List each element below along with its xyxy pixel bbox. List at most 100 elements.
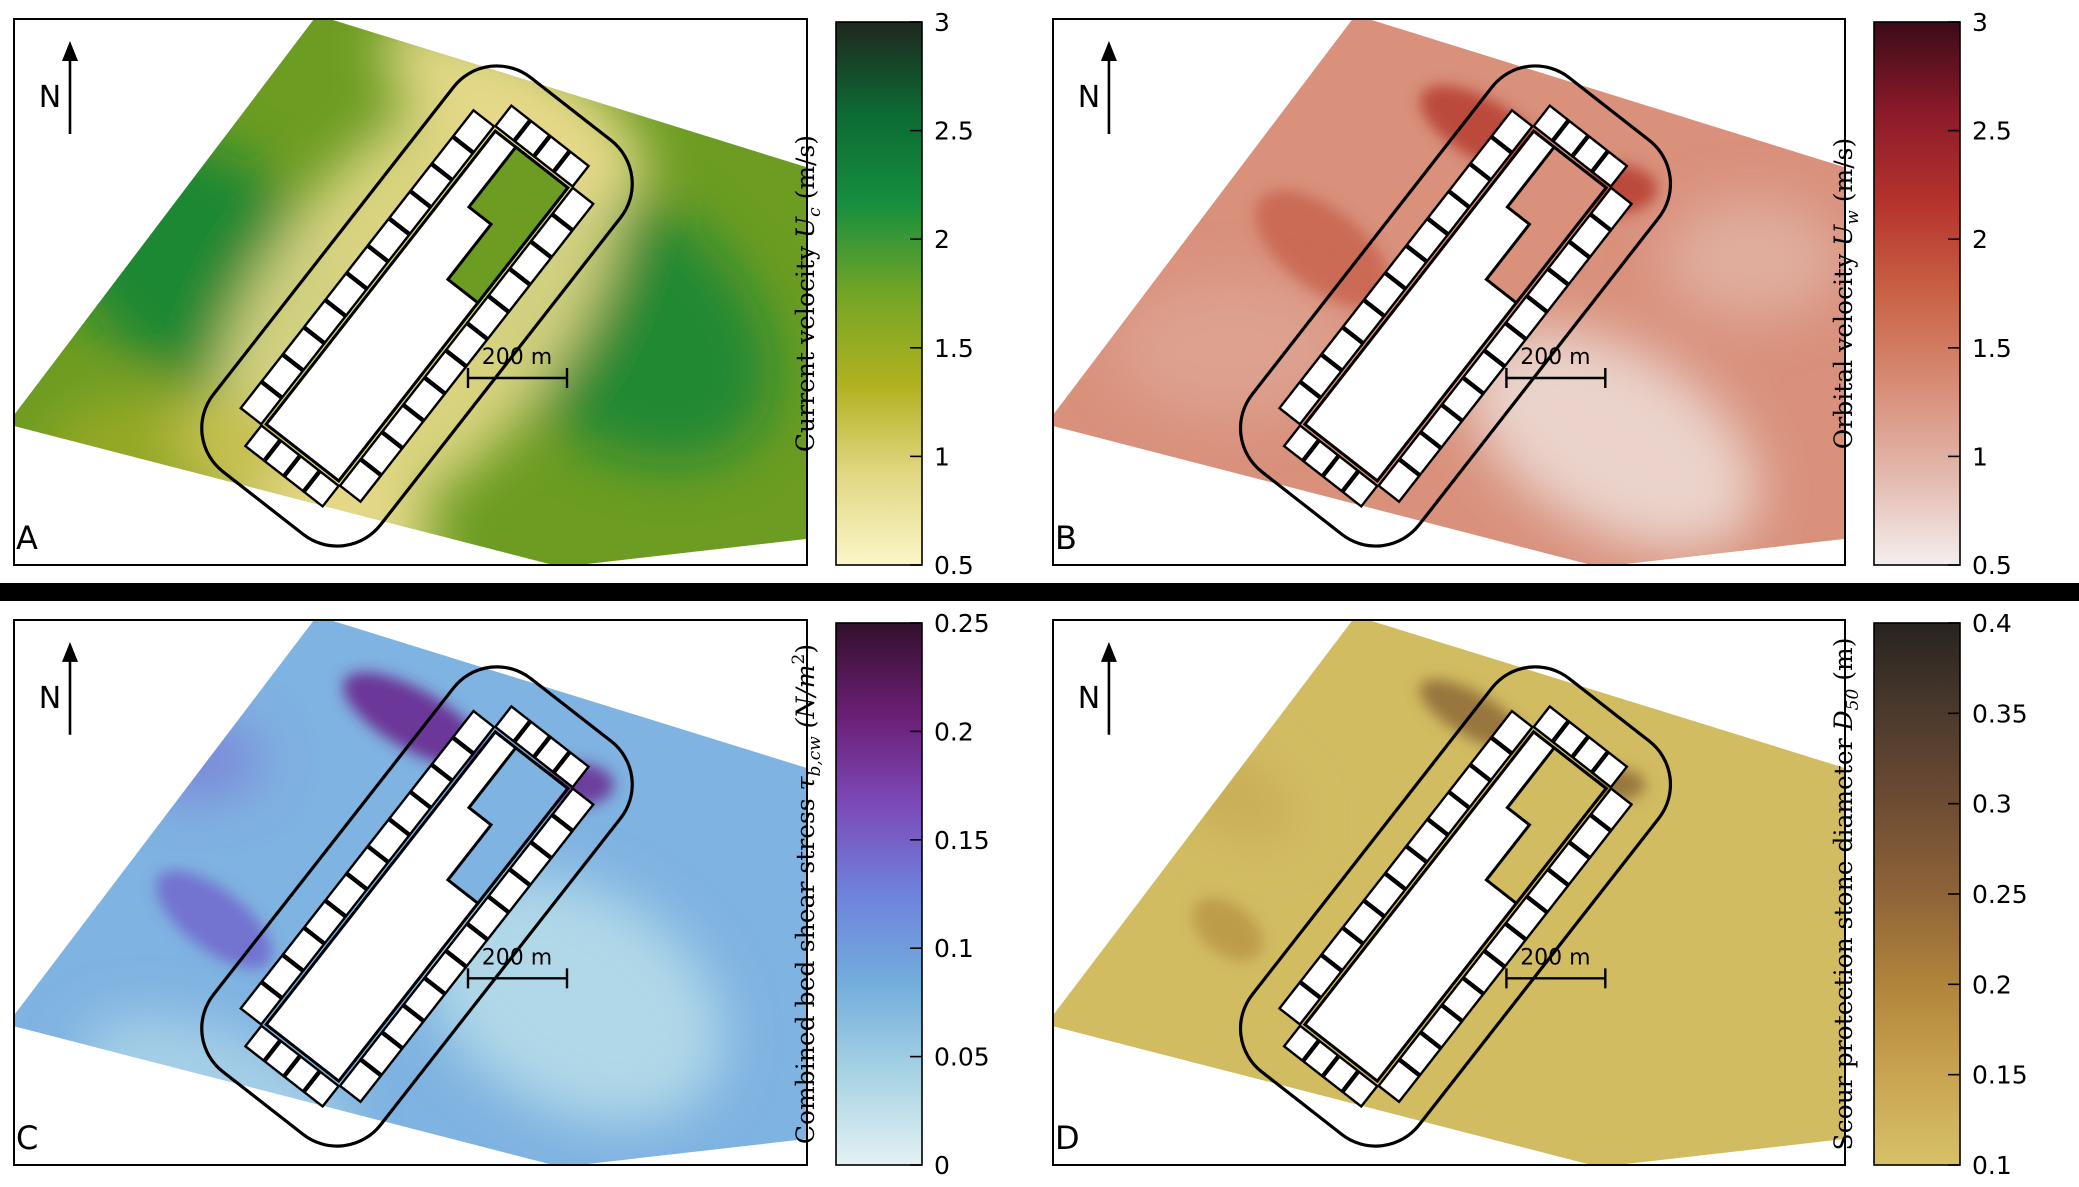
- panel-separator-bar: [0, 583, 2079, 601]
- field-high-zone: [155, 870, 273, 969]
- caisson: [260, 953, 305, 999]
- caisson: [1320, 326, 1365, 372]
- caisson: [1440, 977, 1485, 1023]
- harbour-basin: [1484, 745, 1609, 906]
- caisson: [1591, 150, 1629, 189]
- scour-protection-contour: [1238, 64, 1673, 548]
- scour-protection-contour: [200, 665, 634, 1148]
- caisson: [324, 872, 369, 918]
- caisson: [345, 244, 390, 290]
- caisson: [1419, 1004, 1464, 1050]
- colorbar-tick-label: 0.2: [1972, 970, 2012, 999]
- colorbar-tick-label: 0.25: [1972, 880, 2028, 909]
- colorbar-tick-label: 0.3: [1972, 790, 2012, 819]
- caisson: [1447, 763, 1492, 809]
- caisson: [380, 403, 425, 449]
- scale-bar: 200 m: [1505, 945, 1607, 989]
- harbour-basin: [1484, 145, 1609, 305]
- colorbar-tick-label: 3: [934, 8, 950, 37]
- caisson: [263, 1039, 301, 1078]
- panel-letter: B: [1055, 519, 1077, 557]
- colorbar-title: Orbital velocity Uw (m/s): [1829, 138, 1863, 449]
- caisson: [1282, 1024, 1320, 1063]
- field-low-zone: [1112, 279, 1353, 419]
- caisson: [1525, 868, 1570, 914]
- caisson: [1405, 217, 1450, 263]
- caisson: [430, 135, 475, 181]
- caisson: [1591, 750, 1629, 789]
- panel-frame: [1052, 18, 1846, 566]
- caisson: [1405, 818, 1450, 864]
- colorbar-b: 0.5 1 1.5 2 2.5 3: [1873, 8, 2012, 580]
- caisson: [1376, 458, 1421, 504]
- caisson: [239, 981, 283, 1027]
- caisson: [1461, 949, 1506, 995]
- caisson: [1461, 349, 1506, 395]
- caisson: [302, 299, 347, 345]
- caisson: [1398, 1031, 1443, 1077]
- colorbar-title: Current velocity Uc (m/s): [791, 135, 825, 452]
- caisson: [1362, 271, 1407, 317]
- field-low-zone: [1662, 199, 1843, 319]
- scour-protection-contour: [200, 64, 634, 548]
- caisson: [529, 814, 574, 859]
- colorbar-tick-label: 0.2: [934, 717, 974, 746]
- caisson: [380, 1004, 425, 1050]
- scale-bar-label: 200 m: [1520, 345, 1590, 370]
- scale-bar: 200 m: [1505, 345, 1607, 388]
- caisson: [1321, 454, 1360, 493]
- panel-content: N 200 m B: [1052, 18, 1846, 566]
- scour-protection-contour: [1238, 665, 1673, 1148]
- island-structure: [200, 665, 634, 1148]
- colorbar-gradient: [835, 622, 923, 1166]
- caisson: [1341, 1070, 1379, 1109]
- colorbar-tick-label: 0.5: [934, 551, 974, 580]
- caisson: [551, 186, 595, 232]
- north-arrow: N: [39, 641, 78, 735]
- panel-letter: C: [16, 1119, 38, 1157]
- caisson: [1277, 981, 1322, 1027]
- caisson: [283, 1054, 321, 1093]
- panel-frame: [1052, 619, 1846, 1166]
- caisson: [1532, 704, 1570, 743]
- caisson: [1383, 244, 1428, 290]
- north-arrow-head: [1100, 41, 1117, 61]
- caisson: [281, 926, 326, 972]
- caisson: [263, 439, 301, 478]
- colorbar-tick-label: 2.5: [1972, 117, 2012, 146]
- caisson: [239, 380, 283, 426]
- caisson: [1419, 403, 1464, 449]
- colorbar-tick-label: 0.4: [1972, 609, 2012, 638]
- field-low-zone: [1466, 327, 1758, 551]
- caisson: [1546, 841, 1591, 887]
- panel-d: N 200 m D: [1052, 619, 1846, 1166]
- caisson-ring: [1277, 103, 1634, 509]
- panel-content: N 200 m A: [13, 18, 808, 566]
- colorbar-d: 0.1 0.15 0.2 0.25 0.3 0.35 0.4: [1873, 609, 2028, 1180]
- north-arrow: N: [1078, 641, 1117, 735]
- colorbar-gradient: [1873, 622, 1961, 1166]
- colorbar-tick-label: 0.15: [934, 826, 990, 855]
- scale-bar-label: 200 m: [482, 345, 552, 370]
- caisson: [451, 108, 496, 154]
- caisson: [1546, 240, 1591, 286]
- caisson: [338, 1058, 383, 1104]
- caisson: [1440, 376, 1485, 422]
- caisson: [1551, 720, 1590, 759]
- colorbar-a: 0.5 1 1.5 2 2.5 3: [835, 8, 974, 580]
- caisson: [281, 326, 326, 372]
- caisson: [338, 458, 383, 504]
- caisson: [513, 720, 551, 759]
- caisson: [1468, 736, 1513, 782]
- colorbar-tick-label: 1.5: [1972, 334, 2012, 363]
- caisson: [513, 119, 551, 158]
- caisson: [1320, 926, 1365, 972]
- caisson: [493, 704, 532, 743]
- caisson: [444, 922, 489, 968]
- colorbar-tick-label: 2.5: [934, 117, 974, 146]
- caisson: [1490, 108, 1535, 154]
- caisson: [423, 349, 468, 395]
- colorbar-tick-label: 1.5: [934, 334, 974, 363]
- panel-letter: D: [1055, 1119, 1080, 1157]
